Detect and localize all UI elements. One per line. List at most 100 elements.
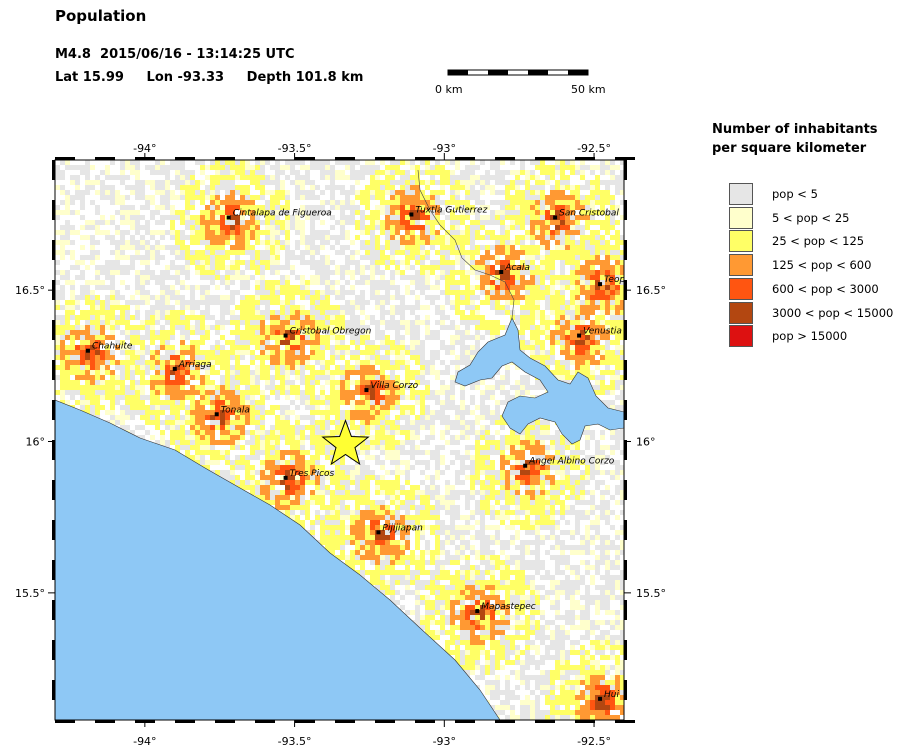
density-cell [425,410,430,415]
density-cell [140,270,145,275]
density-cell [180,370,185,375]
density-cell [365,215,370,220]
density-cell [185,395,190,400]
density-cell [180,230,185,235]
density-cell [475,325,480,330]
density-cell [130,255,135,260]
density-cell [510,210,515,215]
density-cell [420,225,425,230]
density-cell [320,345,325,350]
density-cell [295,175,300,180]
density-cell [475,340,480,345]
density-cell [235,165,240,170]
density-cell [345,280,350,285]
density-cell [145,410,150,415]
density-cell [275,295,280,300]
density-cell [305,295,310,300]
density-cell [125,240,130,245]
density-cell [445,350,450,355]
density-cell [515,255,520,260]
density-cell [450,160,455,165]
density-cell [350,405,355,410]
density-cell [225,295,230,300]
density-cell [315,420,320,425]
density-cell [225,230,230,235]
density-cell [120,180,125,185]
density-cell [520,240,525,245]
density-cell [575,230,580,235]
density-cell [285,320,290,325]
density-cell [620,400,624,405]
density-cell [305,180,310,185]
density-cell [180,235,185,240]
density-cell [345,265,350,270]
density-cell [315,340,320,345]
density-cell [160,195,165,200]
density-cell [355,175,360,180]
density-cell [470,345,475,350]
density-cell [120,160,125,165]
density-cell [430,245,435,250]
density-cell [65,325,70,330]
density-cell [205,265,210,270]
density-cell [480,425,485,430]
density-cell [330,285,335,290]
density-cell [255,170,260,175]
density-cell [410,320,415,325]
density-cell [445,205,450,210]
density-cell [585,290,590,295]
density-cell [230,400,235,405]
density-cell [605,300,610,305]
density-cell [245,395,250,400]
density-cell [270,260,275,265]
density-cell [175,195,180,200]
density-cell [205,380,210,385]
density-cell [510,285,515,290]
density-cell [260,340,265,345]
density-cell [315,260,320,265]
density-cell [290,390,295,395]
density-cell [525,255,530,260]
density-cell [300,160,305,165]
density-cell [475,235,480,240]
density-cell [180,165,185,170]
density-cell [235,160,240,165]
density-cell [595,180,600,185]
density-cell [600,390,605,395]
density-cell [370,165,375,170]
density-cell [565,260,570,265]
density-cell [520,245,525,250]
density-cell [445,270,450,275]
density-cell [295,310,300,315]
density-cell [70,355,75,360]
density-cell [495,410,500,415]
density-cell [470,230,475,235]
density-cell [250,230,255,235]
density-cell [150,180,155,185]
density-cell [65,240,70,245]
density-cell [590,375,595,380]
density-cell [270,285,275,290]
density-cell [365,225,370,230]
density-cell [350,380,355,385]
density-cell [435,220,440,225]
density-cell [100,185,105,190]
density-cell [475,305,480,310]
density-cell [245,375,250,380]
density-cell [220,210,225,215]
density-cell [485,395,490,400]
density-cell [255,430,260,435]
density-cell [395,405,400,410]
density-cell [395,385,400,390]
density-cell [65,375,70,380]
density-cell [345,375,350,380]
density-cell [200,230,205,235]
density-cell [310,275,315,280]
density-cell [100,270,105,275]
density-cell [460,435,465,440]
density-cell [295,385,300,390]
density-cell [585,345,590,350]
density-cell [605,285,610,290]
density-cell [280,300,285,305]
